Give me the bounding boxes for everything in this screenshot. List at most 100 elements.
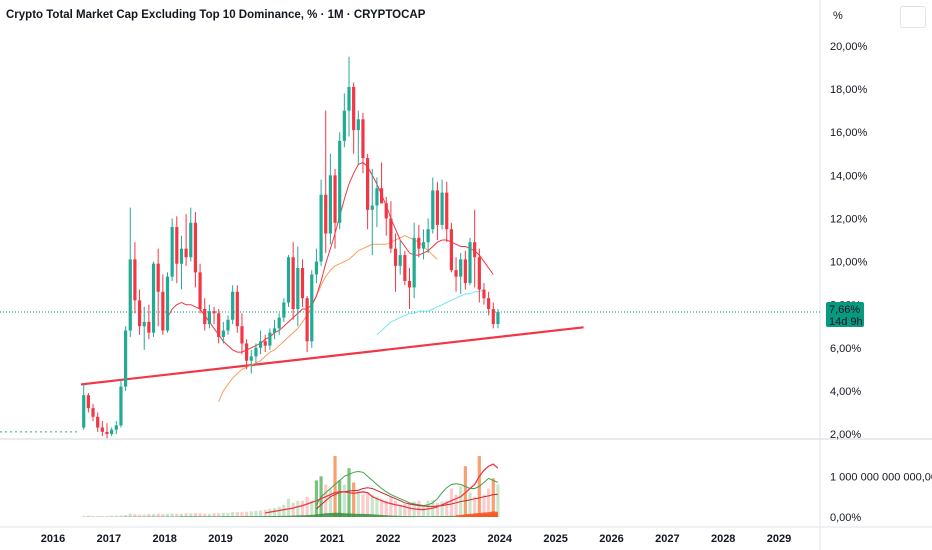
ma-red-line — [167, 161, 494, 353]
candle-body — [277, 317, 281, 329]
candle-body — [324, 194, 328, 234]
candle-body — [198, 272, 202, 309]
time-tick-label: 2021 — [320, 533, 344, 545]
candle — [151, 261, 156, 337]
volume-bar — [198, 513, 202, 517]
volume-bar — [156, 513, 160, 517]
candle-body — [151, 263, 156, 333]
candle-body — [356, 119, 360, 131]
volume-bar — [128, 513, 132, 517]
volume-bar — [366, 492, 370, 517]
volume-bar — [291, 502, 295, 517]
volume-bar — [379, 498, 384, 517]
candle-body — [231, 291, 235, 320]
volume-bar — [212, 513, 216, 517]
price-tick-label: 14,00% — [830, 170, 868, 182]
volume-bar — [175, 513, 179, 517]
candle — [170, 218, 174, 281]
candle-body — [268, 332, 272, 346]
candle-body — [370, 205, 374, 210]
candle-body — [170, 227, 174, 277]
candle — [379, 162, 384, 204]
candle — [487, 291, 491, 316]
volume-bar — [361, 494, 365, 517]
volume-tick-label: 1 000 000 000 000,00% — [830, 471, 932, 483]
volume-bar — [184, 513, 188, 517]
volume-bar — [421, 504, 426, 517]
candle-body — [463, 259, 467, 284]
price-scale-unit[interactable]: % — [833, 10, 843, 22]
candle-body — [342, 110, 346, 141]
volume-bar — [105, 516, 109, 517]
volume-tick-label: 0,00% — [830, 512, 861, 524]
candle — [86, 393, 90, 413]
candle — [226, 315, 230, 335]
candle — [431, 177, 435, 234]
time-tick-label: 2026 — [599, 533, 623, 545]
volume-bar — [226, 512, 230, 517]
candle-body — [179, 248, 184, 264]
candle-body — [221, 330, 225, 337]
candle — [82, 384, 86, 430]
candle — [366, 153, 370, 230]
candle-body — [389, 218, 393, 249]
candle-body — [189, 222, 193, 258]
candle-body — [147, 321, 151, 333]
candle-body — [352, 86, 356, 131]
volume-bar — [91, 516, 95, 517]
time-tick-label: 2024 — [488, 533, 513, 545]
candle-body — [86, 395, 90, 409]
candle — [426, 218, 430, 253]
volume-bar — [254, 510, 258, 517]
volume-bar — [403, 503, 407, 517]
volume-pane — [82, 456, 500, 517]
volume-bar — [449, 488, 453, 517]
volume-bar — [310, 500, 314, 517]
candle — [291, 242, 295, 320]
candle — [203, 298, 207, 331]
candle — [217, 308, 221, 344]
candle-body — [328, 175, 332, 234]
candle-body — [156, 263, 160, 292]
candle-body — [286, 257, 291, 303]
candle — [398, 240, 402, 275]
candle-body — [282, 302, 286, 318]
time-tick-label: 2029 — [767, 533, 791, 545]
candle-body — [333, 175, 337, 223]
candle-body — [454, 270, 458, 277]
candle-body — [184, 248, 188, 258]
time-tick-label: 2028 — [711, 533, 735, 545]
candle-body — [314, 261, 319, 275]
candle-body — [100, 427, 104, 432]
candle — [342, 93, 346, 148]
scale-mode-button[interactable] — [900, 6, 926, 28]
candle — [417, 224, 421, 258]
volume-bar — [389, 496, 393, 517]
candle — [175, 216, 179, 284]
candle — [468, 237, 472, 286]
candle — [482, 283, 486, 305]
candle-body — [477, 257, 481, 290]
volume-bar — [142, 514, 146, 517]
volume-bar — [314, 480, 319, 517]
candle — [277, 313, 281, 335]
candle — [189, 207, 193, 262]
candle — [91, 403, 95, 422]
candle — [272, 319, 277, 340]
time-axis[interactable]: 2016 2017 2018 2019 2020 2021 2022 2023 2024 2025… — [41, 533, 792, 545]
candle-body — [445, 192, 449, 230]
price-axis[interactable]: 20,00%18,00%16,00%14,00%12,00%10,00%8,00… — [830, 41, 932, 524]
candle-body — [105, 431, 109, 434]
candles-layer — [0, 56, 500, 439]
candle — [254, 343, 258, 366]
candle — [393, 233, 398, 292]
candle-body — [375, 188, 379, 206]
volume-bar — [258, 510, 263, 517]
candle-body — [254, 347, 258, 357]
volume-bar — [137, 514, 142, 517]
candle-body — [235, 291, 239, 327]
candle — [305, 296, 309, 353]
volume-bar — [217, 513, 221, 517]
time-tick-label: 2020 — [264, 533, 288, 545]
